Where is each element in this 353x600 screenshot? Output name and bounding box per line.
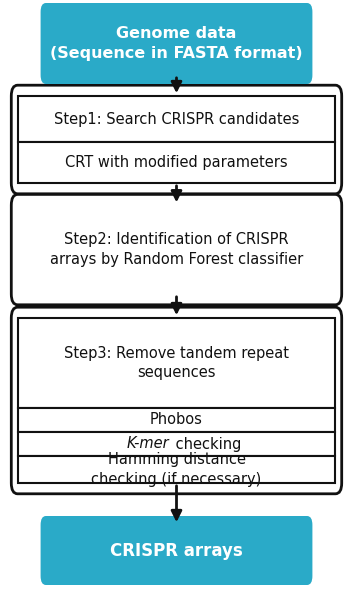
FancyBboxPatch shape — [11, 85, 342, 194]
Bar — [18, 408, 335, 432]
FancyBboxPatch shape — [11, 194, 342, 305]
Text: checking: checking — [171, 437, 241, 451]
Bar — [18, 456, 335, 483]
Bar — [18, 318, 335, 408]
FancyBboxPatch shape — [41, 3, 312, 84]
FancyBboxPatch shape — [11, 307, 342, 494]
Text: Step3: Remove tandem repeat
sequences: Step3: Remove tandem repeat sequences — [64, 346, 289, 380]
Text: Genome data
(Sequence in FASTA format): Genome data (Sequence in FASTA format) — [50, 26, 303, 61]
Text: Step2: Identification of CRISPR
arrays by Random Forest classifier: Step2: Identification of CRISPR arrays b… — [50, 232, 303, 267]
Bar — [18, 142, 335, 183]
Bar — [18, 432, 335, 456]
Text: Hamming distance
checking (if necessary): Hamming distance checking (if necessary) — [91, 452, 262, 487]
Text: Phobos: Phobos — [150, 413, 203, 427]
Text: CRT with modified parameters: CRT with modified parameters — [65, 155, 288, 170]
Text: Step1: Search CRISPR candidates: Step1: Search CRISPR candidates — [54, 112, 299, 127]
Text: CRISPR arrays: CRISPR arrays — [110, 541, 243, 559]
Text: K-mer: K-mer — [127, 437, 169, 451]
FancyBboxPatch shape — [41, 516, 312, 585]
Bar — [18, 96, 335, 142]
